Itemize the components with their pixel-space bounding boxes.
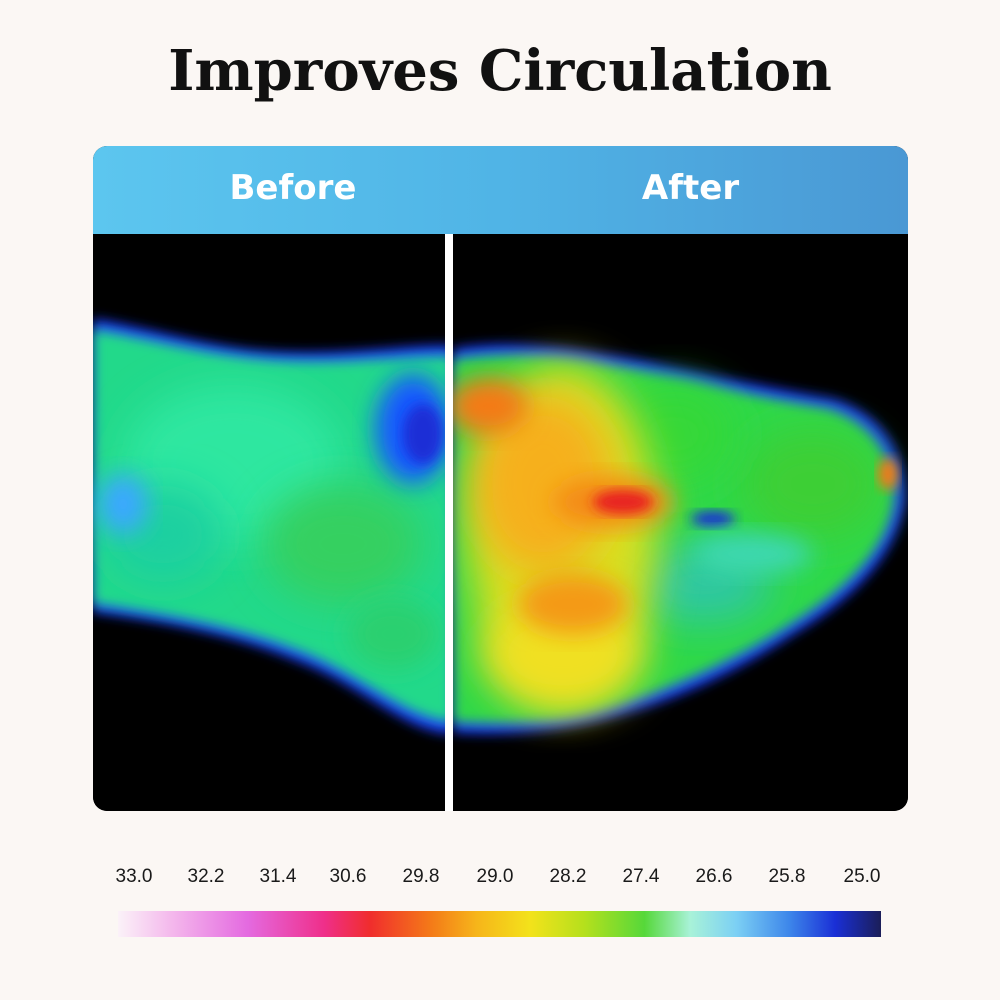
scale-label: 32.2: [187, 866, 225, 887]
scale-label: 25.8: [768, 866, 806, 887]
scale-label: 25.0: [843, 866, 881, 887]
before-label: Before: [229, 168, 357, 208]
scale-label: 26.6: [695, 866, 733, 887]
page-title: Improves Circulation: [168, 38, 832, 104]
scale-label: 30.6: [329, 866, 367, 887]
temperature-scale-labels: 33.0 32.2 31.4 30.6 29.8 29.0 28.2 27.4 …: [96, 866, 900, 896]
scale-label: 31.4: [259, 866, 297, 887]
scale-label: 28.2: [549, 866, 587, 887]
scale-label: 27.4: [622, 866, 660, 887]
scale-label: 29.0: [476, 866, 514, 887]
before-thermal-image: [93, 319, 445, 734]
before-after-divider: [445, 234, 453, 811]
after-thermal-image: [453, 344, 905, 734]
scale-label: 33.0: [115, 866, 153, 887]
thermal-images: [93, 234, 908, 811]
after-label: After: [641, 168, 740, 208]
thermal-comparison-panel: Before After: [93, 146, 908, 811]
comparison-header: Before After: [93, 146, 908, 234]
temperature-color-scale: [118, 911, 881, 937]
scale-label: 29.8: [402, 866, 440, 887]
